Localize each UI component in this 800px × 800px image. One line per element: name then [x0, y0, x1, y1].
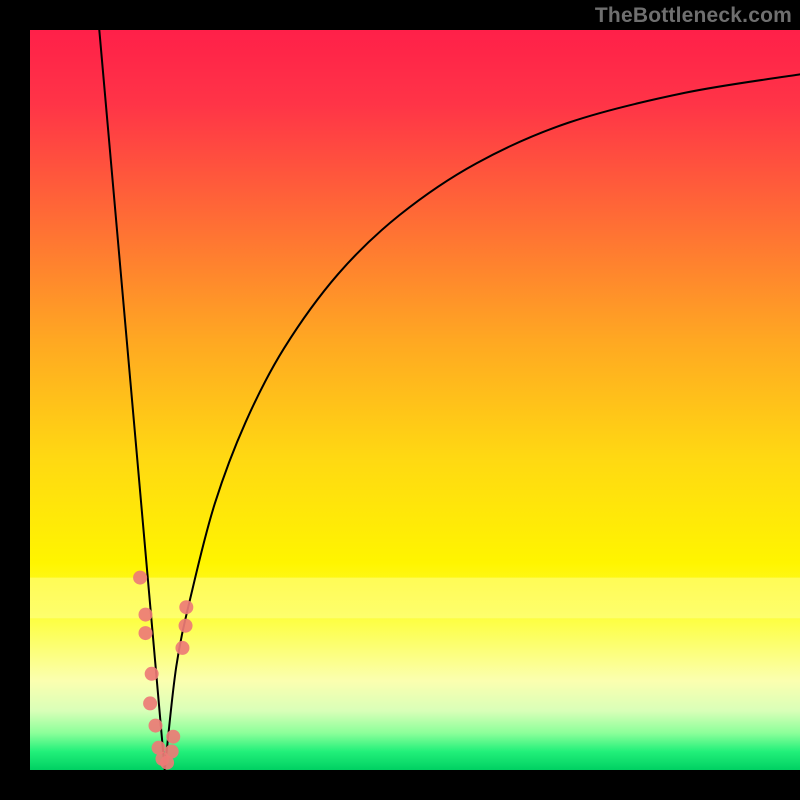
marker-dot: [165, 745, 179, 759]
chart-svg: [0, 0, 800, 800]
marker-dot: [143, 696, 157, 710]
marker-dot: [145, 667, 159, 681]
marker-dot: [179, 600, 193, 614]
marker-dot: [166, 730, 180, 744]
marker-dot: [139, 608, 153, 622]
chart-container: TheBottleneck.com: [0, 0, 800, 800]
marker-dot: [149, 719, 163, 733]
marker-dot: [179, 619, 193, 633]
plot-gradient-bg: [30, 30, 800, 770]
marker-dot: [175, 641, 189, 655]
marker-dot: [139, 626, 153, 640]
marker-dot: [133, 571, 147, 585]
